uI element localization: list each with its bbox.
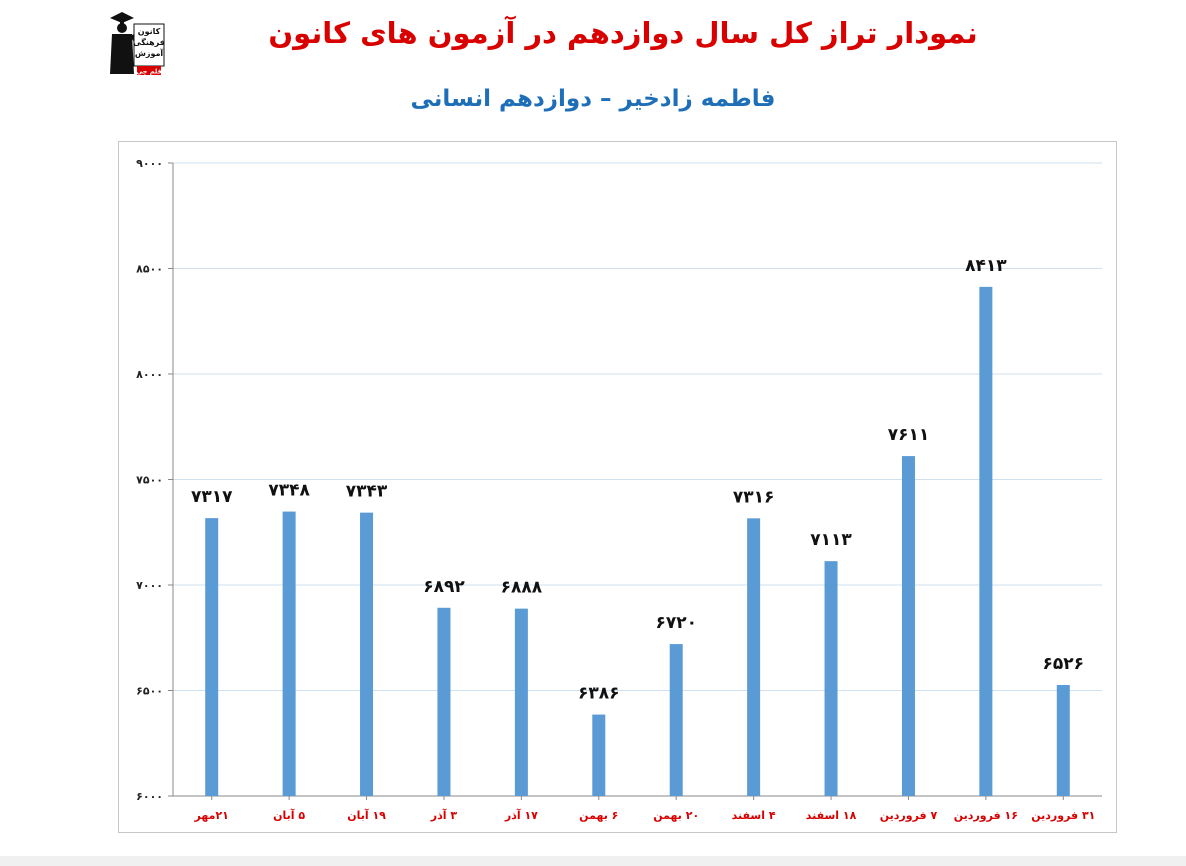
x-tick-label: ۱۶ فروردین [954,809,1018,822]
chart-area: ۶۰۰۰ ۶۵۰۰ ۷۰۰۰ ۷۵۰۰ ۸۰۰۰ ۸۵۰۰ ۹۰۰۰ ۷۳۱۷ ۲۱مهر ۷۳۴… [118,141,1117,833]
x-tick-label: ۲۰ بهمن [653,809,699,822]
y-tick-label: ۸۵۰۰ [136,263,163,276]
y-tick-label: ۶۵۰۰ [136,685,163,698]
page-subtitle: فاطمه زادخیر – دوازدهم انسانی [410,86,776,112]
data-label: ۸۴۱۳ [965,256,1007,276]
data-label: ۷۳۱۷ [191,487,233,507]
data-label: ۶۳۸۶ [578,684,620,704]
data-label: ۷۱۱۳ [810,530,852,550]
bar [747,518,761,796]
data-label: ۶۸۹۲ [423,577,465,597]
bar [669,644,683,796]
data-label: ۶۵۲۶ [1043,654,1085,674]
bar [824,561,838,796]
logo-badge: قلم چی [136,68,162,76]
logo-line-2: فرهنگی [133,37,165,47]
bar [514,608,528,796]
x-tick-label: ۲۱مهر [194,809,229,822]
bar [282,511,296,796]
y-tick-label: ۷۰۰۰ [136,579,163,592]
bar [1056,685,1070,796]
y-tick-label: ۷۵۰۰ [136,474,163,487]
logo-line-3: آموزش [135,48,164,59]
x-tick-label: ۳۱ فروردین [1031,809,1095,822]
bar [592,714,606,796]
graduate-logo-icon: کانون فرهنگی آموزش قلم چی [110,12,165,76]
bar [979,286,993,796]
x-tick-label: ۶ بهمن [579,809,618,822]
x-tick-label: ۵ آبان [273,808,305,822]
bar [360,512,374,796]
page-title: نمودار تراز کل سال دوازدهم در آزمون های … [268,16,978,50]
x-tick-label: ۳ آذر [430,808,458,822]
data-label: ۷۳۴۸ [268,481,310,501]
y-tick-label: ۸۰۰۰ [136,368,163,381]
data-label: ۶۷۲۰ [655,613,697,633]
bar [205,518,219,796]
x-tick-label: ۴ اسفند [732,809,776,822]
x-tick-label: ۱۹ آبان [347,808,386,822]
logo-line-1: کانون [138,27,161,36]
bottom-strip [0,856,1186,866]
data-label: ۶۸۸۸ [501,578,543,598]
x-tick-label: ۷ فروردین [880,809,938,822]
x-tick-label: ۱۸ اسفند [806,809,857,822]
y-tick-label: ۶۰۰۰ [136,790,163,803]
data-label: ۷۳۱۶ [733,487,775,507]
bar-chart: ۶۰۰۰ ۶۵۰۰ ۷۰۰۰ ۷۵۰۰ ۸۰۰۰ ۸۵۰۰ ۹۰۰۰ ۷۳۱۷ ۲۱مهر ۷۳۴… [136,157,1102,822]
data-label: ۷۶۱۱ [888,425,930,445]
y-tick-label: ۹۰۰۰ [136,157,163,170]
bar [901,456,915,796]
x-tick-label: ۱۷ آذر [504,808,538,822]
bar [437,607,451,796]
data-label: ۷۳۴۳ [346,482,388,502]
